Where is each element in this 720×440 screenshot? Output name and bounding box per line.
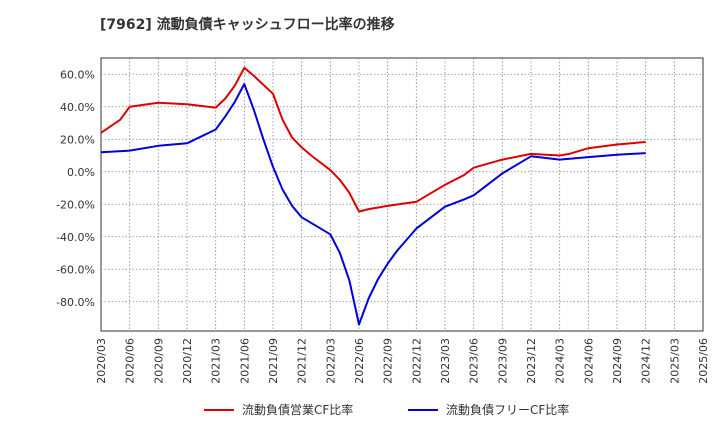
x-tick-label: 2022/09 — [382, 338, 395, 384]
x-tick-label: 2023/12 — [525, 338, 538, 384]
x-tick-label: 2020/12 — [181, 338, 194, 384]
y-tick-label: 40.0% — [60, 101, 95, 114]
x-tick-label: 2021/12 — [296, 338, 309, 384]
series-line-2 — [100, 83, 646, 326]
x-tick-label: 2020/03 — [95, 338, 108, 384]
plot-area — [100, 57, 704, 332]
x-tick-label: 2022/06 — [353, 338, 366, 384]
x-tick-label: 2022/12 — [410, 338, 423, 384]
y-tick-label: -80.0% — [56, 296, 95, 309]
chart-title: [7962] 流動負債キャッシュフロー比率の推移 — [100, 17, 395, 33]
series-line-1 — [100, 66, 646, 213]
x-tick-label: 2023/06 — [468, 338, 481, 384]
y-tick-label: -40.0% — [56, 231, 95, 244]
y-tick-label: 0.0% — [67, 166, 95, 179]
x-tick-label: 2021/06 — [238, 338, 251, 384]
x-tick-label: 2020/09 — [152, 338, 165, 384]
x-tick-label: 2024/06 — [582, 338, 595, 384]
legend-label-2: 流動負債フリーCF比率 — [446, 402, 569, 417]
y-tick-label: 60.0% — [60, 68, 95, 81]
x-tick-label: 2020/06 — [124, 338, 137, 384]
x-tick-label: 2023/09 — [496, 338, 509, 384]
y-tick-label: -20.0% — [56, 198, 95, 211]
x-tick-label: 2024/12 — [640, 338, 653, 384]
y-tick-label: -60.0% — [56, 263, 95, 276]
x-tick-label: 2025/03 — [668, 338, 681, 384]
x-tick-label: 2022/03 — [324, 338, 337, 384]
x-tick-label: 2021/09 — [267, 338, 280, 384]
x-tick-label: 2024/09 — [611, 338, 624, 384]
x-tick-label: 2024/03 — [554, 338, 567, 384]
y-tick-label: 20.0% — [60, 133, 95, 146]
x-tick-label: 2021/03 — [210, 338, 223, 384]
x-tick-label: 2025/06 — [697, 338, 710, 384]
legend-label-1: 流動負債営業CF比率 — [242, 402, 353, 417]
x-tick-label: 2023/03 — [439, 338, 452, 384]
